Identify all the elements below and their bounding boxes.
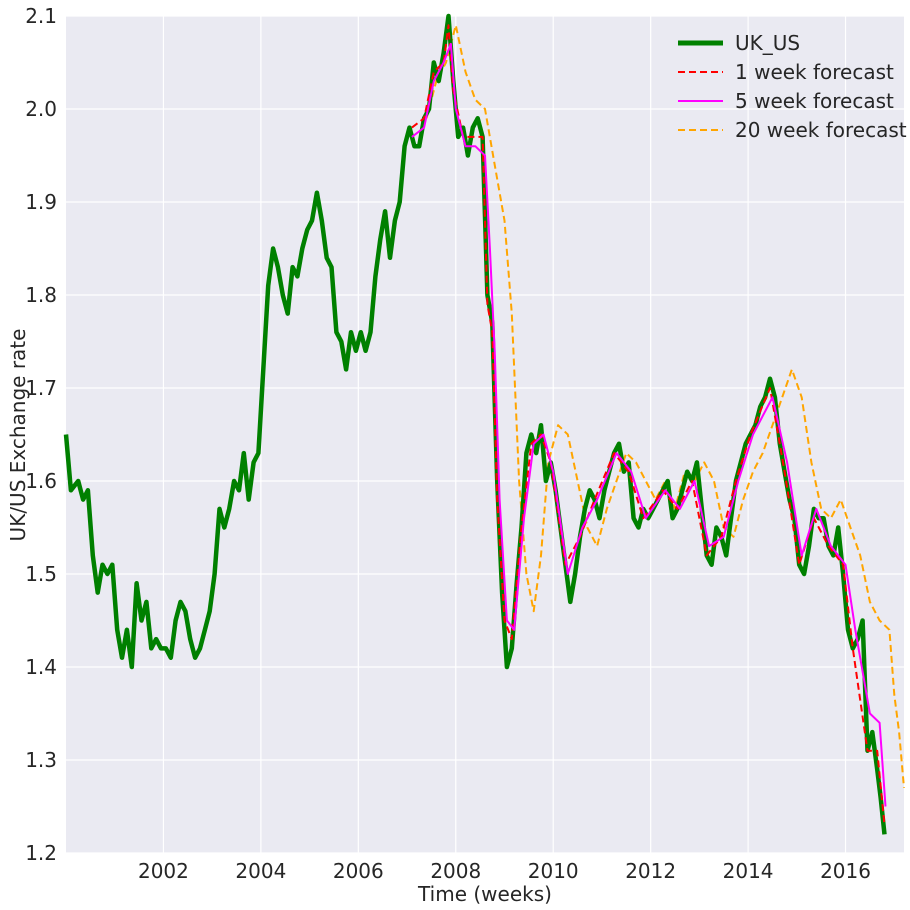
x-tick-label: 2006 [333, 859, 384, 883]
y-tick-label: 1.8 [25, 283, 57, 307]
x-tick-label: 2004 [235, 859, 286, 883]
y-tick-label: 1.6 [25, 469, 57, 493]
series-line-5-week-forecast [411, 42, 887, 807]
y-tick-label: 2.0 [25, 97, 57, 121]
y-tick-label: 1.2 [25, 841, 57, 865]
x-tick-label: 2010 [528, 859, 579, 883]
x-tick-label: 2002 [138, 859, 189, 883]
legend-label-5-week: 5 week forecast [735, 89, 894, 113]
y-axis-title: UK/US Exchange rate [6, 329, 30, 542]
x-tick-labels: 2002 2004 2006 2008 2010 2012 2014 2016 [138, 859, 871, 883]
legend-label-20-week: 20 week forecast [735, 118, 907, 142]
legend-label-1-week: 1 week forecast [735, 60, 894, 84]
y-tick-label: 1.3 [25, 748, 57, 772]
legend-label-uk-us: UK_US [735, 31, 800, 55]
series-line-uk-us [63, 13, 887, 835]
grid-lines [66, 15, 904, 854]
y-tick-labels: 1.2 1.3 1.4 1.5 1.6 1.7 1.8 1.9 2.0 2.1 [25, 4, 57, 865]
x-axis-title: Time (weeks) [417, 882, 552, 906]
x-tick-label: 2008 [430, 859, 481, 883]
y-tick-label: 1.9 [25, 190, 57, 214]
y-tick-label: 1.7 [25, 376, 57, 400]
x-tick-label: 2016 [820, 859, 871, 883]
x-tick-label: 2012 [625, 859, 676, 883]
y-tick-label: 2.1 [25, 4, 57, 28]
series-line-20-week-forecast [425, 24, 905, 788]
y-tick-label: 1.5 [25, 562, 57, 586]
y-tick-label: 1.4 [25, 655, 57, 679]
x-tick-label: 2014 [723, 859, 774, 883]
legend: UK_US 1 week forecast 5 week forecast 20… [678, 31, 907, 142]
series-lines [63, 13, 905, 835]
